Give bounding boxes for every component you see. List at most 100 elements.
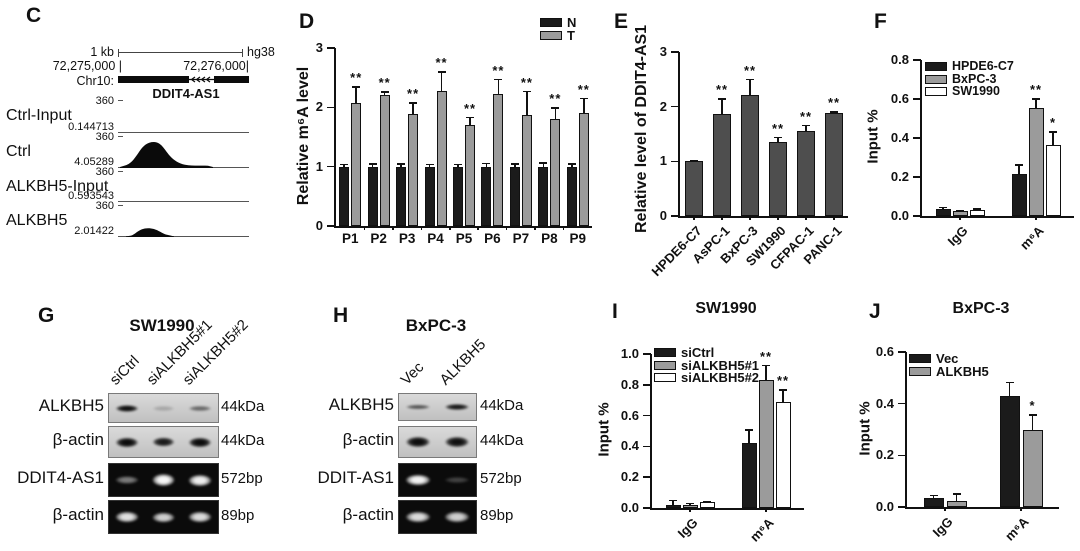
band: [440, 510, 473, 524]
x-axis-tick: [689, 508, 691, 512]
bar: [465, 125, 475, 226]
panel-j-merip-bxpc3-chart: J BxPC-3 Input % 0.0 0.2 0.4 0.6 IgG * m⁶A Vec ALK…: [855, 290, 1080, 551]
y-axis-tick: [643, 384, 651, 386]
error-bar-line: [805, 124, 807, 131]
error-bar-line: [554, 107, 557, 120]
x-category-label: P6: [484, 231, 501, 246]
x-category-label: IgG: [929, 514, 956, 540]
y-tick-label: 1: [659, 153, 667, 169]
error-bar-cap: [1028, 414, 1037, 416]
plot-area: 0.0 0.2 0.4 0.6 0.8 1.0 IgG ** ** m⁶A: [621, 346, 804, 545]
legend-label: HPDE6-C7: [952, 59, 1014, 73]
error-bar-cap: [539, 161, 548, 164]
x-axis-tick: [693, 216, 695, 220]
track-min-value: 0.144713: [68, 121, 114, 133]
panel-letter-c: C: [26, 4, 42, 27]
error-bar-cap: [579, 97, 588, 100]
blot-row-label: β-actin: [342, 430, 394, 449]
error-bar-cap: [669, 499, 677, 502]
size-label: 44kDa: [221, 398, 265, 415]
gene-exon-block: [214, 76, 249, 83]
bar: [1011, 174, 1027, 216]
blot-row-label: ALKBH5: [38, 396, 104, 415]
bar: [699, 501, 715, 508]
x-category-label: P7: [512, 231, 530, 246]
error-bar-line: [526, 90, 528, 116]
track-alkbh5-input: ALKBH5-Input 360 0.593543: [0, 166, 292, 202]
error-bar-cap: [380, 91, 389, 93]
legend-label: BxPC-3: [952, 71, 997, 86]
error-bar-line: [440, 71, 443, 91]
error-bar-line: [749, 78, 751, 95]
scale-line: [118, 49, 243, 60]
merip-input-bar-chart: Input % 0.0 0.2 0.4 0.6 0.8 IgG ** * m⁶A HPDE6-C7 B…: [855, 4, 1080, 290]
bar: [1022, 429, 1043, 507]
bar: [682, 504, 698, 508]
band: [440, 476, 473, 484]
y-axis-tick: [327, 165, 335, 168]
significance-label: **: [715, 82, 729, 98]
x-category-label: P2: [370, 231, 387, 246]
significance-label: *: [1049, 115, 1057, 131]
panel-letter-g: G: [38, 304, 55, 327]
significance-label: **: [743, 62, 757, 78]
y-axis-label: Relative level of DDIT4-AS1: [633, 24, 650, 233]
error-bar-cap: [551, 107, 560, 109]
band: [440, 403, 473, 411]
error-bar-cap: [1005, 381, 1014, 384]
y-tick-label: 0.2: [890, 169, 909, 184]
y-tick-label: 0.4: [875, 395, 894, 411]
y-tick-label: 0.4: [620, 438, 639, 454]
error-bar-cap: [703, 500, 711, 503]
error-bar-cap: [830, 111, 838, 113]
blot-box: [398, 463, 477, 497]
bar: [453, 166, 463, 226]
y-tick-label: 0.2: [620, 469, 639, 485]
x-category-label: P4: [427, 231, 444, 246]
legend-swatch: [654, 373, 676, 382]
blot-row-label: β-actin: [52, 430, 104, 449]
y-axis-tick: [327, 225, 335, 227]
x-axis-tick: [765, 508, 767, 512]
bar: [825, 113, 843, 216]
merip-sw1990-bar-chart: SW1990 Input % 0.0 0.2 0.4 0.6 0.8 1.0 IgG ** ** m⁶…: [590, 290, 858, 551]
y-axis-tick: [643, 353, 651, 355]
merip-bxpc3-bar-chart: BxPC-3 Input % 0.0 0.2 0.4 0.6 IgG * m⁶A Vec ALKBH…: [855, 290, 1080, 551]
significance-label: **: [827, 95, 841, 111]
error-bar-cap: [368, 163, 377, 165]
lane-label: Vec: [397, 358, 428, 389]
blot-row-label: ALKBH5: [328, 395, 394, 414]
bar: [481, 166, 492, 226]
bar: [969, 210, 985, 216]
size-label: 89bp: [480, 507, 514, 524]
error-bar-line: [777, 136, 779, 142]
error-bar-cap: [802, 124, 810, 127]
gene-name: DDIT4-AS1: [152, 86, 220, 101]
gene-model: [118, 76, 249, 83]
blot-box: [108, 393, 219, 423]
x-axis-tick: [505, 226, 508, 230]
track-plot: [118, 136, 249, 168]
bar: [408, 114, 419, 226]
error-bar-line: [583, 97, 585, 114]
track-name: ALKBH5-Input: [6, 178, 109, 195]
legend-swatch: [909, 366, 931, 376]
x-axis-tick: [392, 226, 394, 230]
error-bar-cap: [746, 78, 754, 81]
bar: [509, 166, 520, 226]
track-min-value: 2.01422: [74, 225, 114, 237]
blot-row-label: DDIT4-AS1: [17, 468, 104, 487]
y-tick-label: 0.0: [890, 208, 909, 223]
significance-label: **: [759, 348, 773, 364]
error-bar-cap: [567, 163, 576, 165]
y-tick-label: 0.6: [875, 344, 894, 359]
band: [112, 510, 143, 524]
significance-label: **: [1029, 82, 1043, 98]
band: [184, 472, 215, 488]
bar: [436, 90, 447, 226]
error-bar-cap: [690, 159, 698, 162]
m6a-level-bar-chart: Relative m⁶A level 0 1 2 3 ** P1 ** P2 ** P3 ** P4 **…: [288, 4, 604, 290]
track-plot: [118, 205, 249, 237]
y-axis-tick: [643, 476, 651, 478]
bar: [952, 211, 968, 216]
